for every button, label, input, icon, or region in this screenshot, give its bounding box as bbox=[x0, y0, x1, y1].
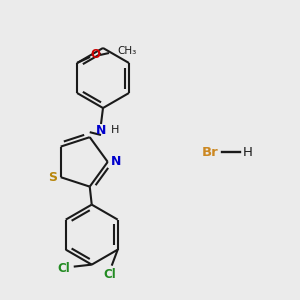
Text: Br: Br bbox=[202, 146, 218, 158]
Text: Cl: Cl bbox=[103, 268, 116, 281]
Text: H: H bbox=[111, 125, 119, 135]
Text: N: N bbox=[110, 155, 121, 168]
Text: O: O bbox=[90, 49, 100, 62]
Text: H: H bbox=[243, 146, 253, 158]
Text: CH₃: CH₃ bbox=[117, 46, 136, 56]
Text: Cl: Cl bbox=[57, 262, 70, 275]
Text: N: N bbox=[96, 124, 106, 136]
Text: S: S bbox=[48, 171, 57, 184]
